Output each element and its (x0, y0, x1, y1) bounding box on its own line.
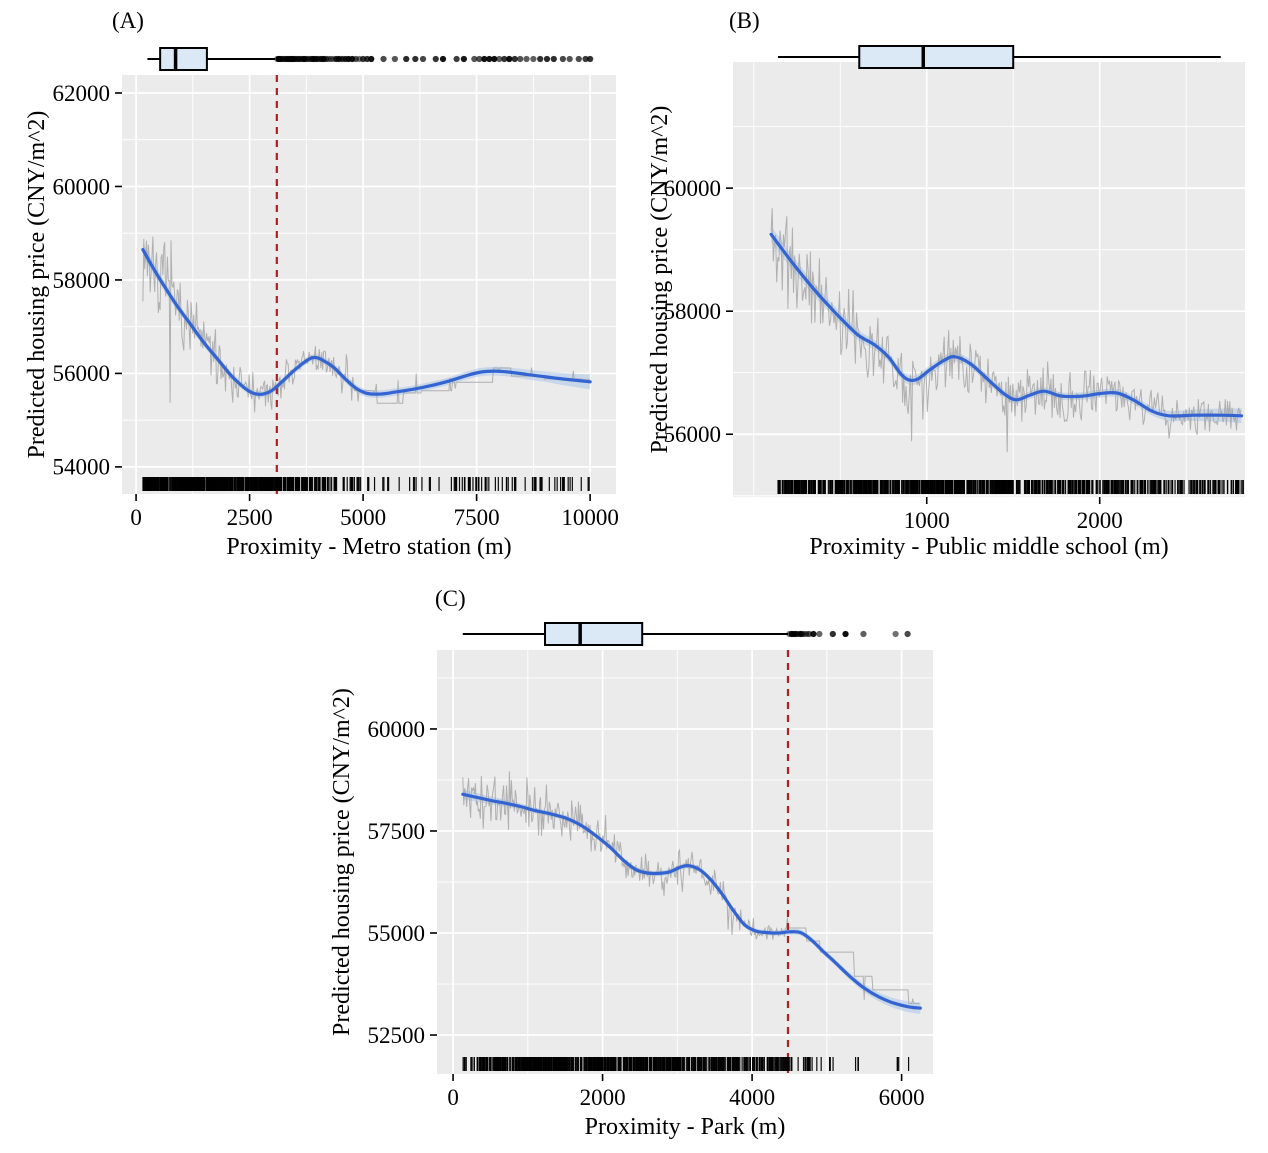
confidence-ribbon (462, 789, 921, 1014)
panel-B-x-axis-title: Proximity - Public middle school (m) (809, 534, 1169, 560)
x-tick-label: 0 (447, 1085, 459, 1110)
panel-C-y-axis-title: Predicted housing price (CNY/m^2) (329, 688, 355, 1036)
rug-marks (142, 477, 590, 491)
y-tick-label: 56000 (53, 361, 111, 386)
panel-C-plot: 0 2000 4000 6000 52500 55000 57500 60000 (368, 622, 933, 1110)
raw-dependence-line (142, 236, 590, 413)
panel-B-plot: 1000 2000 56000 58000 60000 (664, 45, 1245, 533)
panel-B-y-axis-title: Predicted housing price (CNY/m^2) (647, 105, 673, 454)
gridlines (733, 62, 1245, 497)
y-tick-label: 60000 (53, 174, 111, 199)
panel-A-label: (A) (112, 8, 144, 33)
panel-C: 0 2000 4000 6000 52500 55000 57500 60000 (C) Pr… (300, 578, 970, 1153)
raw-dependence-line (770, 208, 1242, 453)
panel-A: 0 2500 5000 7500 10000 54000 56000 58000 60000 62… (0, 0, 635, 575)
axes: 1000 2000 56000 58000 60000 (664, 176, 1123, 533)
rug-marks (777, 480, 1244, 494)
x-tick-label: 4000 (729, 1085, 775, 1110)
y-tick-label: 60000 (664, 176, 722, 201)
marginal-boxplot (147, 47, 594, 71)
x-tick-label: 10000 (561, 505, 619, 530)
rug-marks (462, 1057, 910, 1071)
panel-B-label: (B) (729, 8, 760, 33)
panel-A-y-axis-title: Predicted housing price (CNY/m^2) (24, 110, 50, 459)
panel-C-label: (C) (435, 586, 466, 611)
panel-C-x-axis-title: Proximity - Park (m) (584, 1114, 786, 1140)
axes: 0 2000 4000 6000 52500 55000 57500 60000 (368, 717, 925, 1110)
marginal-boxplot (777, 45, 1221, 69)
x-tick-label: 7500 (454, 505, 500, 530)
y-tick-label: 56000 (664, 422, 722, 447)
panel-B: 1000 2000 56000 58000 60000 (B) Proximity - … (633, 0, 1268, 575)
y-tick-label: 54000 (53, 455, 111, 480)
x-tick-label: 2000 (580, 1085, 626, 1110)
smooth-trend-line (769, 232, 1244, 418)
x-tick-label: 0 (130, 505, 142, 530)
y-tick-label: 58000 (53, 268, 111, 293)
x-tick-label: 5000 (340, 505, 386, 530)
smooth-trend-line (141, 248, 592, 396)
x-tick-label: 2500 (227, 505, 273, 530)
x-tick-label: 6000 (879, 1085, 925, 1110)
marginal-boxplot (462, 622, 911, 646)
y-tick-label: 52500 (368, 1023, 426, 1048)
x-tick-label: 1000 (904, 508, 950, 533)
plot-background (437, 650, 933, 1074)
y-tick-label: 58000 (664, 299, 722, 324)
y-tick-label: 57500 (368, 819, 426, 844)
smooth-trend-line (461, 792, 922, 1010)
plot-background (122, 75, 616, 494)
axes: 0 2500 5000 7500 10000 54000 56000 58000 60000 62… (53, 81, 619, 530)
y-tick-label: 62000 (53, 81, 111, 106)
panel-A-x-axis-title: Proximity - Metro station (m) (226, 534, 512, 560)
x-tick-label: 2000 (1077, 508, 1123, 533)
panel-A-plot: 0 2500 5000 7500 10000 54000 56000 58000 60000 62… (53, 47, 619, 530)
y-tick-label: 60000 (368, 717, 426, 742)
y-tick-label: 55000 (368, 921, 426, 946)
raw-dependence-line (462, 771, 920, 1005)
